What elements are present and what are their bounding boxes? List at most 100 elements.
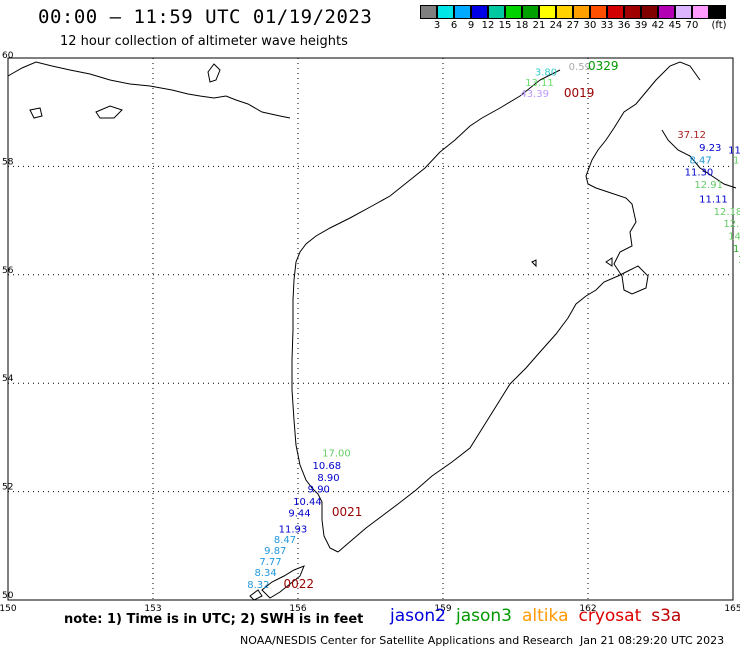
coastline-kamchatka bbox=[291, 69, 561, 553]
lon-tick-label: 156 bbox=[289, 604, 306, 614]
wave-height-label: 10.68 bbox=[313, 461, 342, 472]
wave-height-label: 11.88 bbox=[728, 145, 740, 156]
coastline-small-island bbox=[531, 259, 537, 268]
wave-height-label: 7.77 bbox=[259, 557, 281, 568]
wave-height-label: 8.32 bbox=[247, 580, 269, 591]
satellite-name: altika bbox=[522, 606, 569, 626]
wave-height-label: 10.44 bbox=[293, 497, 322, 508]
scale-label: 33 bbox=[600, 20, 614, 31]
satellite-name: jason3 bbox=[456, 606, 512, 626]
coastline-okhotsk-north bbox=[7, 61, 291, 119]
coastline-small-island-2 bbox=[605, 257, 613, 267]
coastline-kuril bbox=[261, 565, 305, 599]
lat-tick-label: 50 bbox=[2, 591, 14, 601]
scale-label: 3 bbox=[433, 20, 441, 31]
scale-label: 6 bbox=[450, 20, 458, 31]
wave-height-label: 43.39 bbox=[520, 89, 549, 100]
page-title: 00:00 – 11:59 UTC 01/19/2023 bbox=[38, 6, 373, 28]
lon-tick-label: 159 bbox=[434, 604, 451, 614]
pass-time-label: 0021 bbox=[332, 505, 363, 519]
scale-label: 12 bbox=[481, 20, 495, 31]
scale-label: 39 bbox=[634, 20, 648, 31]
page-subtitle: 12 hour collection of altimeter wave hei… bbox=[60, 34, 348, 49]
wave-height-label: 14.9 bbox=[728, 232, 740, 243]
lat-tick-label: 60 bbox=[2, 51, 14, 61]
satellite-legend: jason2 jason3 altika cryosat s3a bbox=[390, 606, 691, 626]
lat-tick-label: 58 bbox=[2, 157, 14, 167]
scale-label: 27 bbox=[566, 20, 580, 31]
scale-swatch bbox=[437, 5, 454, 19]
map-border bbox=[7, 57, 734, 601]
scale-swatch bbox=[488, 5, 505, 19]
lat-tick-label: 56 bbox=[2, 266, 14, 276]
wave-height-label: 12.36 bbox=[723, 219, 740, 230]
wave-height-label: 3.80 bbox=[535, 67, 557, 78]
scale-swatch bbox=[641, 5, 658, 19]
footer-timestamp: Jan 21 08:29:20 UTC 2023 bbox=[580, 634, 725, 647]
map-grid bbox=[7, 57, 734, 601]
satellite-name: cryosat bbox=[578, 606, 642, 626]
coastline-koryak bbox=[661, 129, 737, 189]
footer-credit: NOAA/NESDIS Center for Satellite Applica… bbox=[240, 634, 574, 647]
coastline-kamchatka-east bbox=[337, 61, 701, 553]
pass-time-label: 0022 bbox=[284, 577, 315, 591]
wave-height-label: 8.90 bbox=[317, 473, 339, 484]
wave-height-label: 8.47 bbox=[274, 535, 296, 546]
satellite-name: s3a bbox=[651, 606, 682, 626]
scale-swatch bbox=[505, 5, 522, 19]
wave-height-label: 0.59 bbox=[569, 62, 591, 73]
scale-swatch bbox=[522, 5, 539, 19]
wave-height-label: 9.90 bbox=[308, 485, 330, 496]
scale-swatch bbox=[420, 5, 437, 19]
scale-swatch bbox=[607, 5, 624, 19]
wave-height-label: 12.91 bbox=[694, 180, 723, 191]
scale-label: (ft) bbox=[711, 20, 727, 31]
scale-label: 42 bbox=[651, 20, 665, 31]
scale-swatch bbox=[624, 5, 641, 19]
wave-height-label: 8.34 bbox=[255, 568, 277, 579]
lat-tick-label: 52 bbox=[2, 483, 13, 493]
scale-label: 18 bbox=[515, 20, 529, 31]
lon-tick-label: 153 bbox=[144, 604, 161, 614]
scale-swatch bbox=[675, 5, 692, 19]
observation-labels: 0.593.8013.1143.3937.129.2311.888.471311… bbox=[247, 62, 740, 591]
time-labels: 0329 0019 0021 0022 bbox=[284, 59, 619, 591]
wave-height-label: 13 bbox=[733, 156, 740, 167]
lon-tick-label: 150 bbox=[0, 604, 17, 614]
scale-swatch bbox=[658, 5, 675, 19]
wave-height-label: 9.44 bbox=[288, 509, 310, 520]
coastline-kuril-2 bbox=[249, 589, 263, 601]
lon-tick-label: 162 bbox=[579, 604, 596, 614]
wave-height-label: 12.18 bbox=[714, 207, 740, 218]
scale-label: 30 bbox=[583, 20, 597, 31]
scale-label: 70 bbox=[685, 20, 699, 31]
coastline-island bbox=[207, 63, 221, 83]
scale-swatch bbox=[454, 5, 471, 19]
pass-time-label: 0019 bbox=[564, 86, 595, 100]
scale-label: 24 bbox=[549, 20, 563, 31]
wave-height-label: 9.23 bbox=[699, 143, 721, 154]
wave-height-label: 13.11 bbox=[525, 78, 554, 89]
scale-swatch bbox=[539, 5, 556, 19]
pass-time-label: 0329 bbox=[588, 59, 619, 73]
color-scale bbox=[420, 5, 726, 19]
wave-height-label: 17.00 bbox=[322, 448, 351, 459]
wave-height-label: 1 bbox=[738, 255, 740, 266]
scale-label: 9 bbox=[467, 20, 475, 31]
satellite-name: jason2 bbox=[390, 606, 446, 626]
scale-swatch bbox=[590, 5, 607, 19]
scale-swatch bbox=[573, 5, 590, 19]
scale-swatch bbox=[692, 5, 709, 19]
wave-height-label: 11.30 bbox=[685, 168, 714, 179]
scale-label: 36 bbox=[617, 20, 631, 31]
scale-label: 21 bbox=[532, 20, 546, 31]
lon-tick-label: 165 bbox=[724, 604, 740, 614]
scale-swatch bbox=[556, 5, 573, 19]
wave-height-label: 11.93 bbox=[279, 524, 308, 535]
wave-height-label: 8.47 bbox=[690, 156, 712, 167]
color-scale-labels: 3 6 9 12 15 18 21 24 27 30 33 36 39 42 45 70 (ft) bbox=[420, 20, 740, 32]
footer-note: note: 1) Time is in UTC; 2) SWH is in fe… bbox=[64, 612, 364, 627]
coastline bbox=[7, 61, 737, 601]
wave-height-label: 11.11 bbox=[699, 195, 728, 206]
